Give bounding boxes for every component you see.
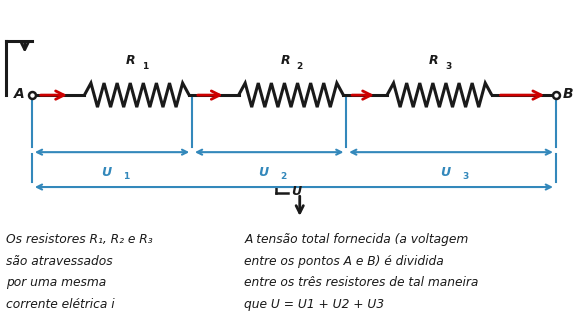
Text: corrente elétrica i: corrente elétrica i [6, 298, 115, 311]
Text: A tensão total fornecida (a voltagem: A tensão total fornecida (a voltagem [244, 233, 469, 246]
Text: R: R [429, 54, 438, 67]
Text: que U = U1 + U2 + U3: que U = U1 + U2 + U3 [244, 298, 385, 311]
Text: entre os três resistores de tal maneira: entre os três resistores de tal maneira [244, 276, 479, 289]
Text: 2: 2 [281, 172, 287, 181]
Text: 1: 1 [143, 62, 148, 71]
Text: 3: 3 [445, 62, 451, 71]
Text: A: A [15, 87, 25, 101]
Text: R: R [126, 54, 136, 67]
Text: 2: 2 [297, 62, 303, 71]
Text: U: U [258, 166, 268, 179]
Text: 3: 3 [463, 172, 469, 181]
Text: B: B [563, 87, 573, 101]
Text: U: U [291, 185, 301, 198]
Text: são atravessados: são atravessados [6, 255, 112, 268]
Text: Os resistores R₁, R₂ e R₃: Os resistores R₁, R₂ e R₃ [6, 233, 152, 246]
Text: por uma mesma: por uma mesma [6, 276, 106, 289]
Text: entre os pontos A e B) é dividida: entre os pontos A e B) é dividida [244, 255, 444, 268]
Text: U: U [440, 166, 450, 179]
Text: R: R [281, 54, 290, 67]
Text: U: U [101, 166, 111, 179]
Text: 1: 1 [123, 172, 130, 181]
